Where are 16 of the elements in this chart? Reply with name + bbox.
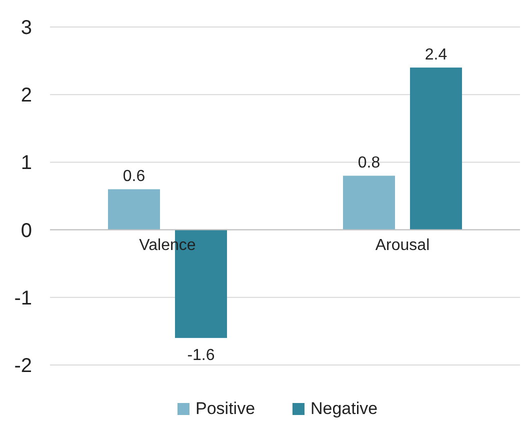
y-tick-label: 1 (20, 152, 32, 174)
y-tick-label: -2 (14, 355, 32, 377)
bar (410, 68, 462, 230)
x-tick-label: Arousal (375, 236, 430, 254)
y-tick-label: 2 (20, 84, 32, 107)
y-tick-label: 0 (20, 220, 32, 242)
bar (343, 176, 395, 230)
data-label: 2.4 (424, 46, 448, 64)
legend-label: Positive (196, 399, 256, 418)
data-label: 0.6 (122, 168, 146, 186)
bar (108, 189, 160, 230)
y-tick-label: 3 (20, 17, 32, 39)
y-tick-label: -1 (14, 287, 32, 310)
data-label: 0.8 (358, 154, 380, 172)
legend-label: Negative (310, 399, 378, 418)
data-label: -1.6 (187, 346, 215, 364)
